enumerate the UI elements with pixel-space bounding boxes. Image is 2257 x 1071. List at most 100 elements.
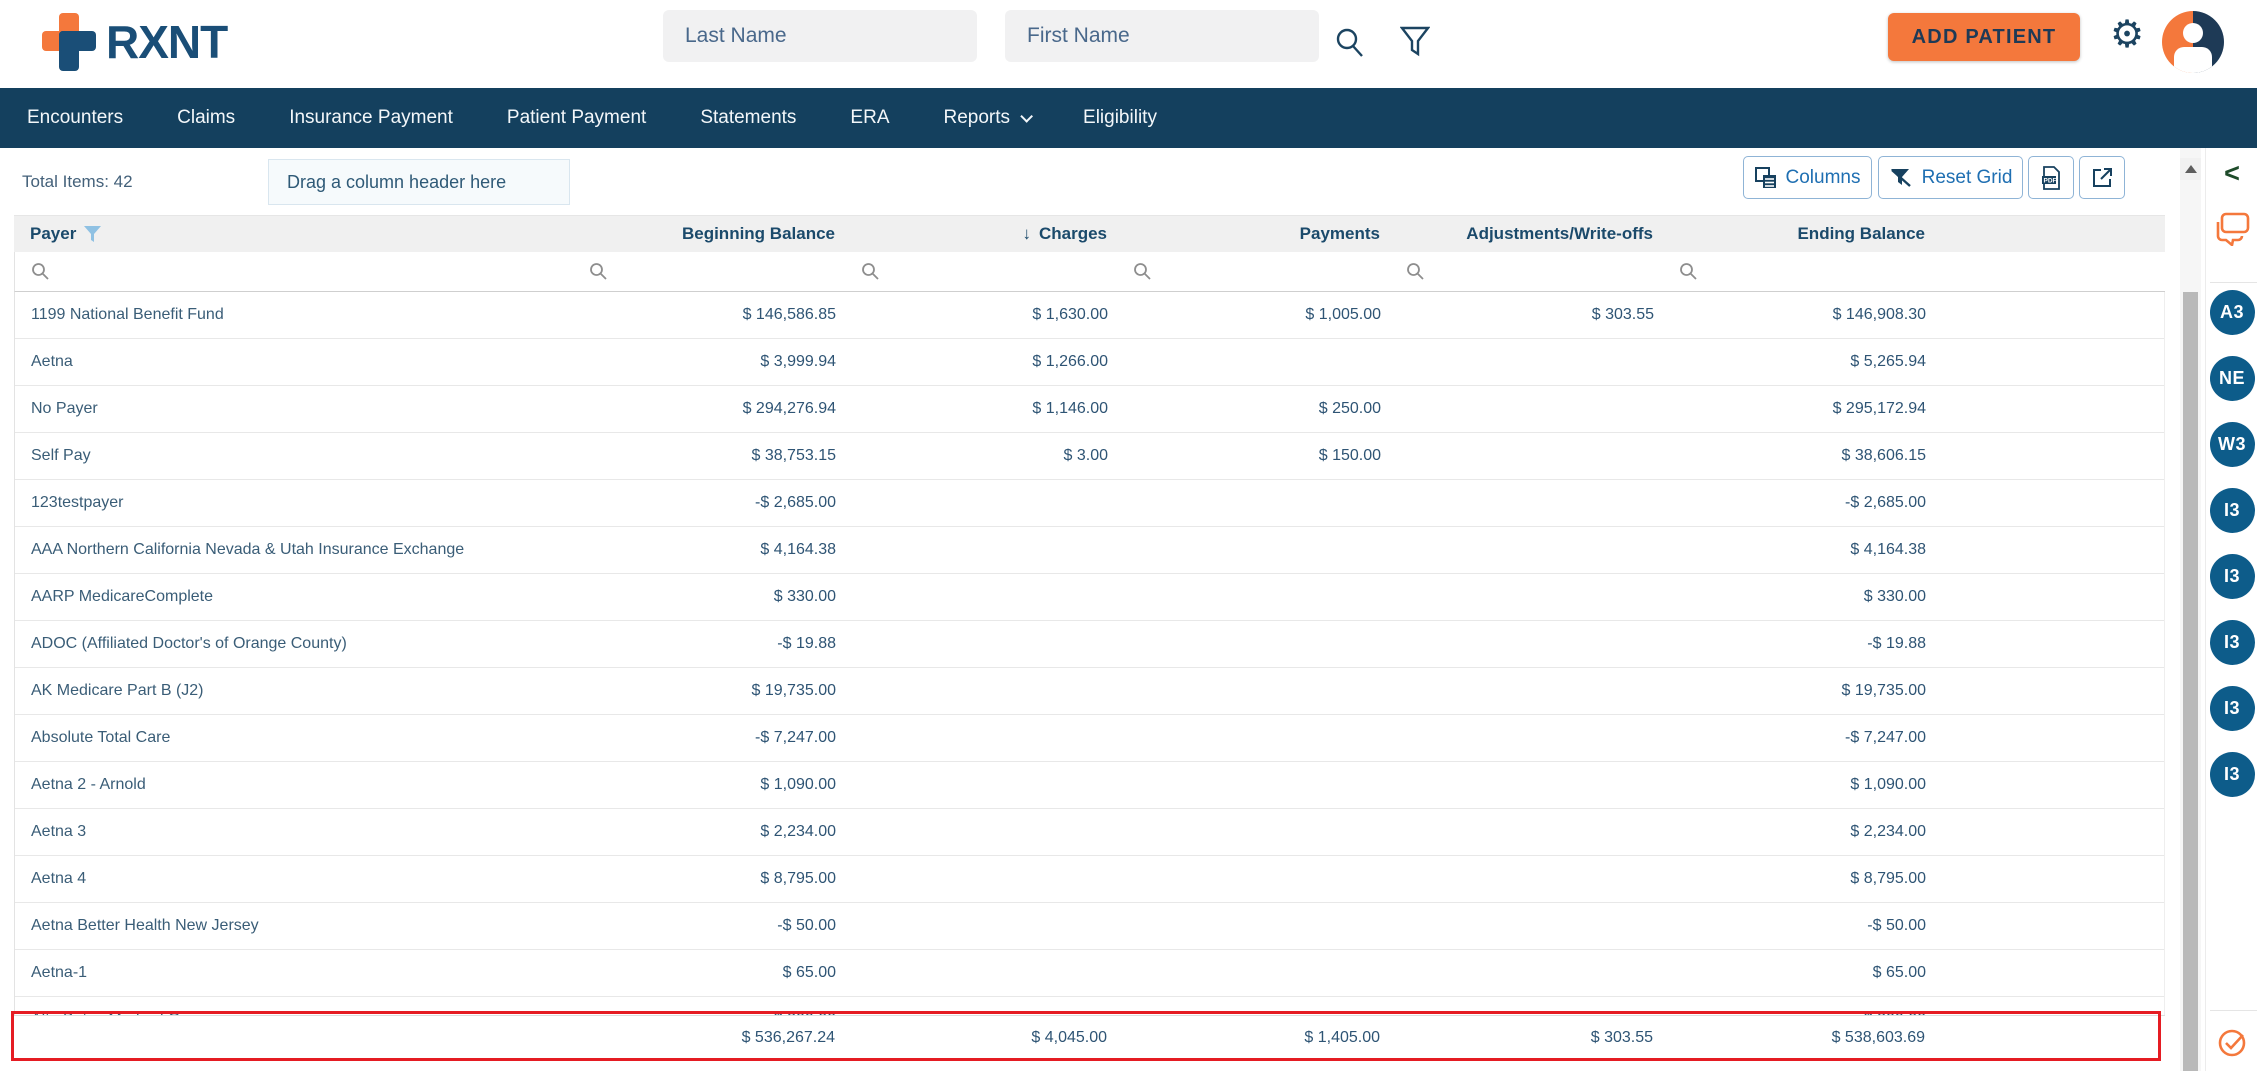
amount-cell: $ 19,735.00 (1841, 682, 1926, 699)
table-row[interactable]: AK Medicare Part B (J2) $ 19,735.00 $ 19,7… (15, 668, 2164, 715)
table-row[interactable]: ADOC (Affiliated Doctor's of Orange Coun… (15, 621, 2164, 668)
patient-badge-list: A3 NE W3 I3 I3 I3 I3 I3 (2206, 290, 2257, 797)
table-row[interactable]: 123testpayer -$ 2,685.00 -$ 2,685.00 (15, 480, 2164, 527)
nav-item-label: Eligibility (1083, 107, 1157, 128)
filter-input-payer[interactable] (15, 252, 579, 291)
filter-input-adjustments-write-offs[interactable] (1396, 252, 1669, 291)
amount-cell: $ 4,164.38 (760, 541, 836, 558)
filter-input-charges[interactable] (851, 252, 1123, 291)
last-name-input[interactable] (663, 10, 977, 62)
column-header-label: Ending Balance (1797, 224, 1925, 243)
columns-button[interactable]: Columns (1743, 156, 1872, 199)
filter-input-payments[interactable] (1123, 252, 1396, 291)
nav-item-label: Reports (943, 107, 1011, 128)
grid-filter-row (14, 252, 2165, 292)
payer-name-cell: 123testpayer (31, 494, 124, 511)
totals-amount-cell: $ 303.55 (1590, 1028, 1653, 1046)
export-icon (2092, 168, 2112, 187)
payer-name-cell: Self Pay (31, 447, 91, 464)
nav-item-encounters[interactable]: Encounters (0, 88, 150, 148)
user-avatar[interactable] (2162, 11, 2224, 73)
nav-item-patient-payment[interactable]: Patient Payment (480, 88, 673, 148)
first-name-input[interactable] (1005, 10, 1319, 62)
column-search-icon (1680, 263, 1697, 280)
table-row[interactable]: Absolute Total Care -$ 7,247.00 -$ 7,247.0… (15, 715, 2164, 762)
nav-item-reports[interactable]: Reports (917, 88, 1057, 148)
column-drag-dropzone[interactable]: Drag a column header here (268, 159, 570, 205)
add-patient-button[interactable]: ADD PATIENT (1888, 13, 2080, 61)
scroll-up-arrow-icon[interactable] (2180, 158, 2201, 180)
patient-badge[interactable]: I3 (2209, 752, 2255, 797)
table-row[interactable]: Alta Bates Medical Group$ 300.00$ 300.00 (15, 997, 2164, 1015)
scrollbar-thumb[interactable] (2183, 292, 2198, 1071)
patient-badge[interactable]: NE (2209, 356, 2255, 401)
table-row[interactable]: Aetna 3 $ 2,234.00 $ 2,234.00 (15, 809, 2164, 856)
payer-name-cell: AK Medicare Part B (J2) (31, 682, 204, 699)
amount-cell: -$ 50.00 (777, 917, 836, 934)
column-header-payments[interactable]: Payments (1122, 224, 1395, 244)
filter-input-beginning-balance[interactable] (579, 252, 851, 291)
logo-text: RXNT (106, 16, 228, 68)
table-row[interactable]: AARP MedicareComplete $ 330.00 $ 330.00 (15, 574, 2164, 621)
column-header-adjustments-write-offs[interactable]: Adjustments/Write-offs (1395, 224, 1668, 244)
patient-badge[interactable]: A3 (2209, 290, 2255, 335)
amount-cell: $ 1,090.00 (760, 776, 836, 793)
nav-item-claims[interactable]: Claims (150, 88, 262, 148)
table-row[interactable]: Aetna $ 3,999.94 $ 1,266.00 $ 5,265.94 (15, 339, 2164, 386)
nav-item-label: Insurance Payment (289, 107, 453, 128)
amount-cell: -$ 50.00 (1867, 917, 1926, 934)
nav-item-eligibility[interactable]: Eligibility (1056, 88, 1184, 148)
table-row[interactable]: No Payer $ 294,276.94 $ 1,146.00 $ 250.00 $ … (15, 386, 2164, 433)
column-header-payer[interactable]: Payer (14, 224, 578, 244)
column-header-charges[interactable]: ↓ Charges (850, 224, 1122, 244)
active-filter-funnel-icon (84, 226, 102, 242)
panel-divider (2210, 1010, 2257, 1011)
amount-cell: $ 146,908.30 (1832, 306, 1926, 323)
amount-cell: $ 65.00 (1872, 964, 1926, 981)
table-row[interactable]: Self Pay $ 38,753.15 $ 3.00 $ 150.00 $ 38,60… (15, 433, 2164, 480)
patient-badge[interactable]: I3 (2209, 686, 2255, 731)
table-row[interactable]: AAA Northern California Nevada & Utah In… (15, 527, 2164, 574)
check-circle-icon[interactable] (2216, 1026, 2250, 1065)
patient-badge[interactable]: I3 (2209, 488, 2255, 533)
nav-item-era[interactable]: ERA (823, 88, 916, 148)
amount-cell: -$ 19.88 (777, 635, 836, 652)
nav-item-label: Patient Payment (506, 107, 647, 128)
patient-badge[interactable]: I3 (2209, 554, 2255, 599)
amount-cell: -$ 2,685.00 (755, 494, 836, 511)
clear-filter-icon (1890, 168, 1911, 187)
export-pdf-button[interactable]: PDF (2028, 156, 2074, 199)
search-icon[interactable] (1334, 26, 1366, 65)
columns-button-label: Columns (1785, 166, 1861, 188)
table-row[interactable]: Aetna Better Health New Jersey -$ 50.00 -$… (15, 903, 2164, 950)
gear-icon[interactable]: ⚙ (2110, 14, 2145, 56)
column-header-ending-balance[interactable]: Ending Balance (1668, 224, 1940, 244)
nav-item-statements[interactable]: Statements (673, 88, 823, 148)
nav-item-insurance-payment[interactable]: Insurance Payment (262, 88, 480, 148)
payer-name-cell: No Payer (31, 400, 98, 417)
nav-item-label: Claims (177, 107, 236, 128)
table-row[interactable]: 1199 National Benefit Fund $ 146,586.85 $ … (15, 292, 2164, 339)
reset-grid-button[interactable]: Reset Grid (1878, 156, 2023, 199)
chat-icon[interactable] (2214, 212, 2252, 251)
table-row[interactable]: Aetna 2 - Arnold $ 1,090.00 $ 1,090.00 (15, 762, 2164, 809)
vertical-scrollbar[interactable] (2180, 148, 2201, 1071)
amount-cell: -$ 19.88 (1867, 635, 1926, 652)
amount-cell: $ 294,276.94 (742, 400, 836, 417)
column-header-label: Beginning Balance (681, 224, 835, 243)
filter-icon[interactable] (1399, 26, 1431, 63)
column-search-icon (862, 263, 879, 280)
chevron-left-icon[interactable]: < (2224, 158, 2240, 188)
table-row[interactable]: Aetna-1 $ 65.00 $ 65.00 (15, 950, 2164, 997)
export-grid-button[interactable] (2079, 156, 2125, 199)
rxnt-logo[interactable]: RXNT (42, 13, 228, 71)
patient-badge[interactable]: W3 (2209, 422, 2255, 467)
patient-badge[interactable]: I3 (2209, 620, 2255, 665)
amount-cell: -$ 7,247.00 (1845, 729, 1926, 746)
amount-cell: $ 3,999.94 (760, 353, 836, 370)
table-row[interactable]: Aetna 4 $ 8,795.00 $ 8,795.00 (15, 856, 2164, 903)
column-header-beginning-balance[interactable]: Beginning Balance (578, 224, 850, 244)
chevron-down-icon (1020, 109, 1034, 123)
filter-input-ending-balance[interactable] (1669, 252, 1941, 291)
totals-amount-cell: $ 1,405.00 (1304, 1028, 1380, 1046)
